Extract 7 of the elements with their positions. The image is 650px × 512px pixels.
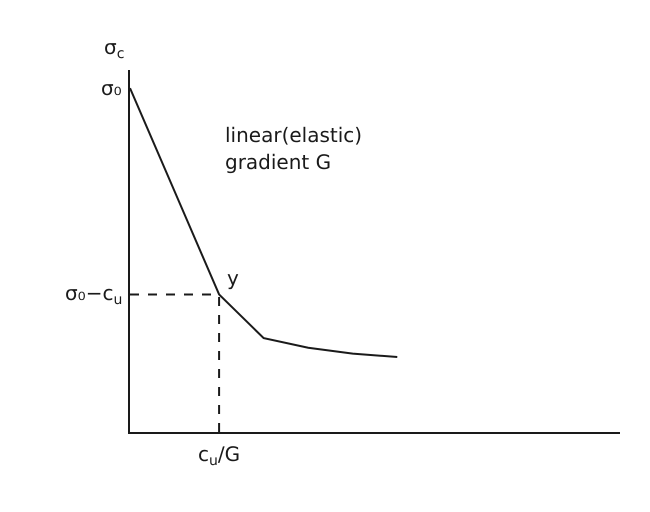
y-axis-title: σ$_{c}$ (104, 35, 124, 62)
annotation: linear(elastic) (225, 123, 362, 147)
annotation: gradient G (225, 150, 332, 174)
text: σ₀ (101, 76, 122, 100)
text: c$_{u}$/G (198, 442, 240, 470)
ref-line-label: σ₀−c$_{u}$ (65, 281, 122, 308)
annotation: y (227, 266, 239, 290)
